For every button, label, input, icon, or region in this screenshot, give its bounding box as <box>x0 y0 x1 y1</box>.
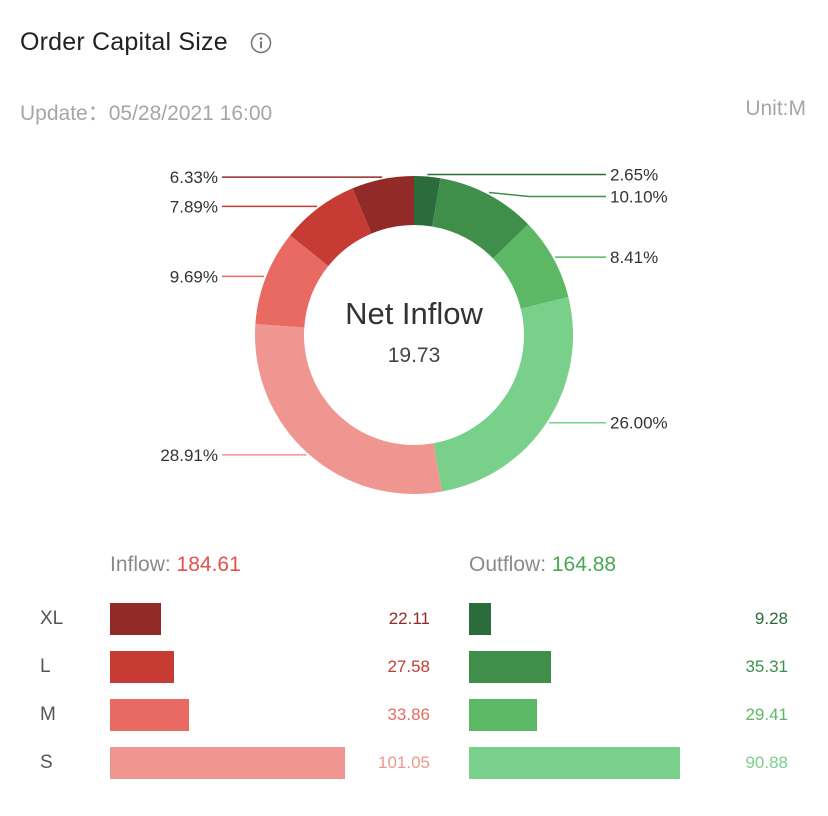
size-label-m: M <box>40 704 56 725</box>
slice-label-inflow-m: 9.69% <box>170 267 218 286</box>
inflow-value: 184.61 <box>176 553 241 576</box>
page-title: Order Capital Size <box>20 28 228 56</box>
size-label-l: L <box>40 656 51 677</box>
slice-label-outflow-s: 26.00% <box>610 414 668 433</box>
inflow-value-m: 33.86 <box>387 705 430 724</box>
donut-slice-inflow-l <box>290 188 372 267</box>
inflow-label: Inflow: <box>110 553 171 576</box>
outflow-bar-l <box>469 651 552 683</box>
inflow-value-s: 101.05 <box>378 753 430 772</box>
inflow-bar-l <box>110 651 175 683</box>
inflow-value-xl: 22.11 <box>388 609 430 628</box>
donut-slice-inflow-xl <box>352 176 414 234</box>
donut-slice-inflow-s <box>255 324 443 495</box>
donut-leaders: 2.65% 10.10% 8.41% 26.00% 6.33% 7.89% 9.69% 28.… <box>160 166 667 465</box>
update-value: 05/28/2021 16:00 <box>108 102 273 125</box>
info-icon[interactable] <box>250 32 272 54</box>
inflow-bar-xl <box>110 603 162 635</box>
outflow-bar-s <box>469 747 681 779</box>
inflow-value-l: 27.58 <box>387 657 430 676</box>
slice-label-outflow-xl: 2.65% <box>610 166 658 185</box>
outflow-bar-m <box>469 699 538 731</box>
donut-slice-outflow-s <box>433 297 573 492</box>
leader-line-outflow-l <box>488 191 606 198</box>
outflow-label: Outflow: <box>469 553 547 576</box>
outflow-value-xl: 9.28 <box>754 609 788 628</box>
size-label-s: S <box>40 752 53 773</box>
inflow-bar-s <box>110 747 345 779</box>
outflow-header: Outflow: 164.88 <box>469 553 616 577</box>
center-label: Net Inflow <box>345 296 483 331</box>
slice-label-outflow-m: 8.41% <box>610 248 658 267</box>
update-timestamp: Update：05/28/2021 16:00 <box>20 97 272 127</box>
slice-label-outflow-l: 10.10% <box>610 188 668 207</box>
donut-chart: 2.65% 10.10% 8.41% 26.00% 6.33% 7.89% 9.69% 28.… <box>160 166 668 495</box>
donut-slice-inflow-m <box>255 235 329 328</box>
donut-slice-outflow-l <box>432 178 529 259</box>
slice-label-inflow-xl: 6.33% <box>170 168 218 187</box>
outflow-value-m: 29.41 <box>745 705 788 724</box>
center-value: 19.73 <box>388 344 441 367</box>
donut-slices <box>255 176 573 495</box>
inflow-bar-m <box>110 699 189 731</box>
donut-slice-outflow-xl <box>414 176 441 227</box>
size-label-xl: XL <box>40 608 64 629</box>
slice-label-inflow-l: 7.89% <box>170 197 218 216</box>
donut-slice-outflow-m <box>493 224 569 309</box>
outflow-value: 164.88 <box>551 553 617 576</box>
outflow-value-s: 90.88 <box>745 753 788 772</box>
outflow-value-l: 35.31 <box>745 657 788 676</box>
title-row: Order Capital Size <box>20 28 272 57</box>
update-label: Update： <box>20 102 109 125</box>
inflow-header: Inflow: 184.61 <box>110 553 241 577</box>
unit-label: Unit:M <box>745 97 806 120</box>
outflow-bar-xl <box>469 603 491 635</box>
slice-label-inflow-s: 28.91% <box>160 446 218 465</box>
